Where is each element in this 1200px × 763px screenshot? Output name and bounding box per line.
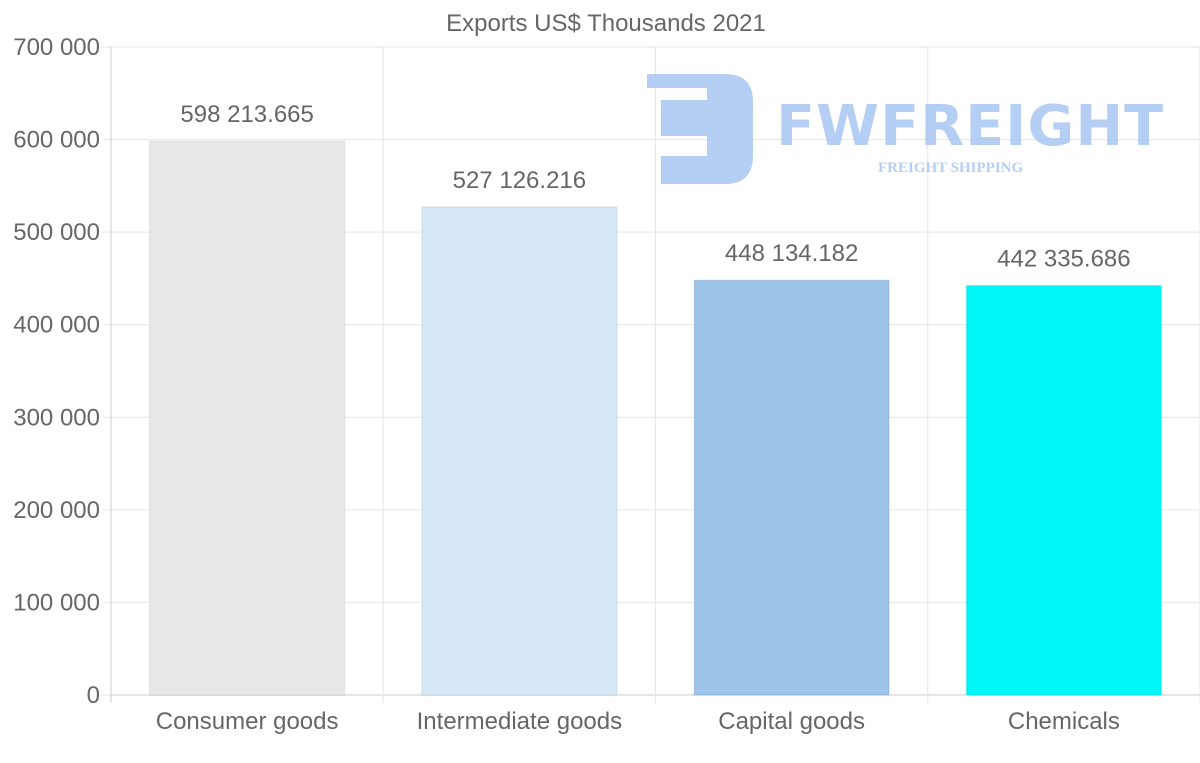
y-tick-label: 700 000 xyxy=(13,34,100,61)
x-tick-label: Intermediate goods xyxy=(417,708,622,735)
y-tick-label: 100 000 xyxy=(13,589,100,616)
chart-title: Exports US$ Thousands 2021 xyxy=(446,10,766,37)
data-label: 442 335.686 xyxy=(997,246,1130,273)
bar-chemicals xyxy=(965,284,1163,696)
watermark-logo: FWFREIGHT FREIGHT SHIPPING xyxy=(645,72,1165,192)
y-tick-label: 200 000 xyxy=(13,497,100,524)
y-tick-label: 0 xyxy=(87,682,100,709)
labels: 0 100 000 200 000 300 000 400 000 500 000 600 … xyxy=(13,34,1130,735)
y-tick-label: 400 000 xyxy=(13,312,100,339)
y-tick-label: 600 000 xyxy=(13,127,100,154)
bar-capital-goods xyxy=(693,279,891,696)
x-tick-label: Chemicals xyxy=(1008,708,1120,735)
x-tick-label: Capital goods xyxy=(718,708,865,735)
data-label: 448 134.182 xyxy=(725,240,858,267)
x-tick-label: Consumer goods xyxy=(156,708,339,735)
y-tick-label: 300 000 xyxy=(13,404,100,431)
logo-name: FWFREIGHT xyxy=(776,94,1165,159)
data-label: 598 213.665 xyxy=(180,101,313,128)
bar-intermediate-goods xyxy=(420,206,618,696)
y-tick-label: 500 000 xyxy=(13,219,100,246)
data-label: 527 126.216 xyxy=(453,167,586,194)
bar-consumer-goods xyxy=(148,140,346,697)
logo-icon xyxy=(647,74,753,184)
bars xyxy=(148,140,1163,697)
logo-tagline: FREIGHT SHIPPING xyxy=(878,160,1024,176)
